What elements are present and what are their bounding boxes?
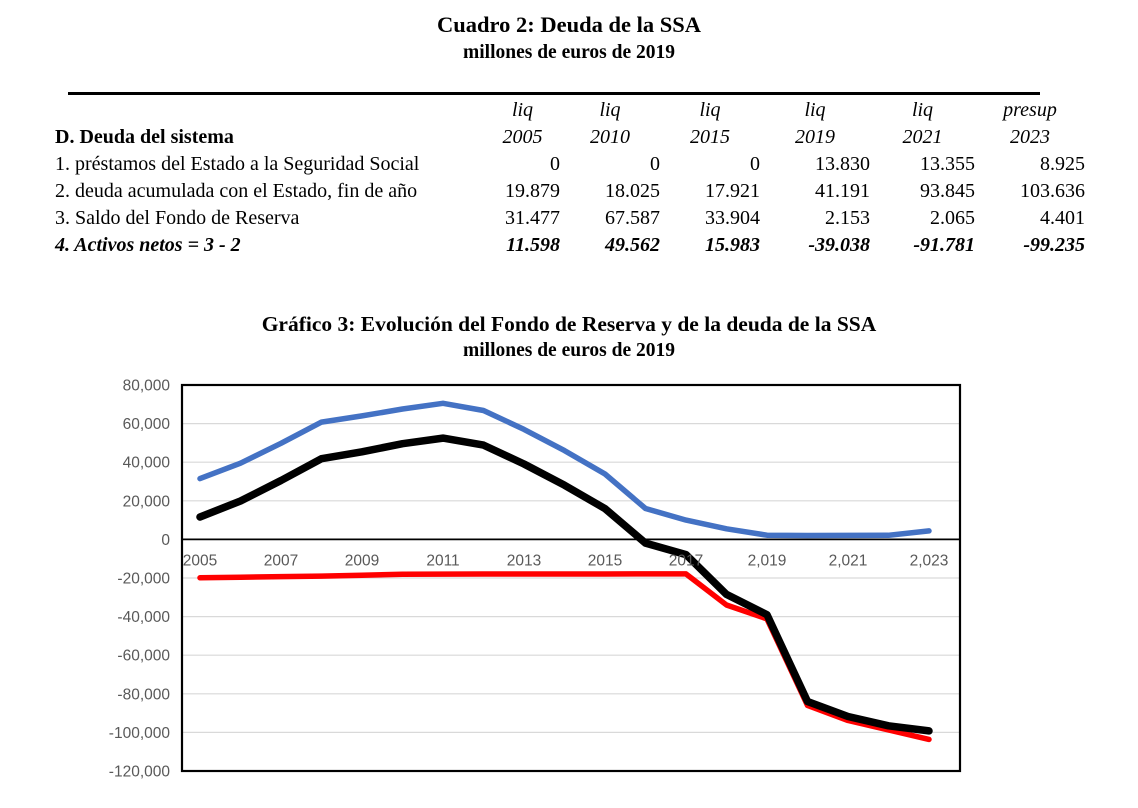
deuda-table-body: liq liq liq liq liq presup D. Deuda del sistem… bbox=[55, 97, 1085, 259]
table-title: Cuadro 2: Deuda de la SSA bbox=[436, 12, 701, 37]
table-row: 2. deuda acumulada con el Estado, fin de… bbox=[55, 178, 1085, 205]
y-tick-label: 40,000 bbox=[123, 455, 171, 472]
x-tick-label: 2009 bbox=[345, 552, 379, 569]
table-cell: 0 bbox=[550, 153, 560, 175]
table-header-types-row: liq liq liq liq liq presup bbox=[55, 97, 1085, 124]
column-year-header: 2015 bbox=[690, 126, 730, 148]
table-subtitle: millones de euros de 2019 bbox=[463, 42, 675, 63]
table-cell: 41.191 bbox=[815, 180, 870, 202]
plot-border bbox=[180, 383, 962, 773]
y-tick-label: 20,000 bbox=[123, 493, 171, 510]
y-tick-label: -100,000 bbox=[109, 725, 171, 742]
table-cell: 11.598 bbox=[506, 234, 560, 256]
column-type-header: liq bbox=[699, 99, 721, 121]
deuda-estado-line bbox=[197, 571, 932, 743]
column-type-header: presup bbox=[1003, 99, 1057, 121]
table-row: 3. Saldo del Fondo de Reserva 31.477 67.58… bbox=[55, 205, 1085, 232]
x-tick-label: 2005 bbox=[183, 552, 217, 569]
x-tick-label: 2013 bbox=[507, 552, 541, 569]
table-cell: -99.235 bbox=[1023, 234, 1085, 256]
column-type-header: liq bbox=[911, 99, 934, 121]
chart-title: Gráfico 3: Evolución del Fondo de Reserv… bbox=[261, 312, 877, 336]
table-cell: 18.025 bbox=[605, 180, 660, 202]
line-chart: 80,000 60,000 40,000 20,000 0 -20,000 -40,000 -… bbox=[109, 378, 962, 781]
y-tick-label: 80,000 bbox=[123, 378, 171, 395]
table-row: 1. préstamos del Estado a la Seguridad S… bbox=[55, 151, 1085, 178]
table-cell: 93.845 bbox=[920, 180, 975, 202]
y-tick-label: 0 bbox=[161, 532, 170, 549]
table-cell: 49.562 bbox=[605, 234, 660, 256]
x-tick-label: 2,023 bbox=[910, 552, 949, 569]
table-cell: -39.038 bbox=[808, 234, 870, 256]
y-tick-label: -20,000 bbox=[117, 571, 170, 588]
x-tick-label: 2017 bbox=[669, 552, 703, 569]
y-tick-label: -120,000 bbox=[109, 764, 171, 781]
row-label: 2. deuda acumulada con el Estado, fin de… bbox=[55, 180, 418, 202]
table-cell: 33.904 bbox=[705, 207, 760, 229]
table-cell: 19.879 bbox=[505, 180, 560, 202]
column-year-header: 2019 bbox=[795, 126, 835, 148]
column-type-header: liq bbox=[804, 99, 826, 121]
table-cell: 13.355 bbox=[920, 153, 975, 175]
y-tick-label: -40,000 bbox=[117, 609, 170, 626]
table-cell: -91.781 bbox=[913, 234, 975, 256]
table-cell: 31.477 bbox=[505, 207, 560, 229]
table-cell: 0 bbox=[750, 153, 760, 175]
x-tick-label: 2,019 bbox=[748, 552, 787, 569]
row-label: 3. Saldo del Fondo de Reserva bbox=[55, 207, 300, 229]
table-cell: 4.401 bbox=[1040, 207, 1085, 229]
x-tick-label: 2,021 bbox=[829, 552, 868, 569]
column-year-header: 2010 bbox=[590, 126, 630, 148]
table-cell: 2.065 bbox=[930, 207, 975, 229]
column-year-header: 2021 bbox=[902, 126, 943, 148]
table-row: 4. Activos netos = 3 - 2 11.598 49.562 15.9… bbox=[55, 232, 1085, 259]
column-type-header: liq bbox=[511, 99, 534, 121]
fondo-reserva-line bbox=[197, 400, 932, 539]
table-cell: 0 bbox=[650, 153, 660, 175]
y-tick-label: 60,000 bbox=[123, 416, 171, 433]
column-type-header: liq bbox=[599, 99, 621, 121]
chart-subtitle: millones de euros de 2019 bbox=[463, 340, 675, 361]
y-tick-label: -60,000 bbox=[117, 648, 170, 665]
table-top-rule bbox=[68, 92, 1040, 95]
table-cell: 103.636 bbox=[1020, 180, 1085, 202]
table-cell: 17.921 bbox=[705, 180, 760, 202]
y-tick-label: -80,000 bbox=[117, 686, 170, 703]
activos-netos-line bbox=[196, 434, 933, 735]
x-tick-label: 2015 bbox=[588, 552, 622, 569]
section-label: D. Deuda del sistema bbox=[55, 126, 234, 148]
table-cell: 15.983 bbox=[705, 234, 760, 256]
header-spacer bbox=[55, 97, 485, 124]
row-label: 4. Activos netos = 3 - 2 bbox=[55, 234, 241, 256]
table-cell: 13.830 bbox=[815, 153, 870, 175]
table-cell: 2.153 bbox=[825, 207, 870, 229]
column-year-header: 2005 bbox=[502, 126, 543, 148]
table-cell: 67.587 bbox=[605, 207, 660, 229]
table-cell: 8.925 bbox=[1040, 153, 1085, 175]
deuda-table: liq liq liq liq liq presup D. Deuda del sistem… bbox=[55, 97, 1085, 259]
table-header-years-row: D. Deuda del sistema 2005 2010 2015 2019 2021… bbox=[55, 124, 1085, 151]
column-year-header: 2023 bbox=[1010, 126, 1050, 148]
x-tick-label: 2007 bbox=[264, 552, 298, 569]
x-tick-label: 2011 bbox=[426, 552, 459, 569]
row-label: 1. préstamos del Estado a la Seguridad S… bbox=[55, 153, 420, 175]
